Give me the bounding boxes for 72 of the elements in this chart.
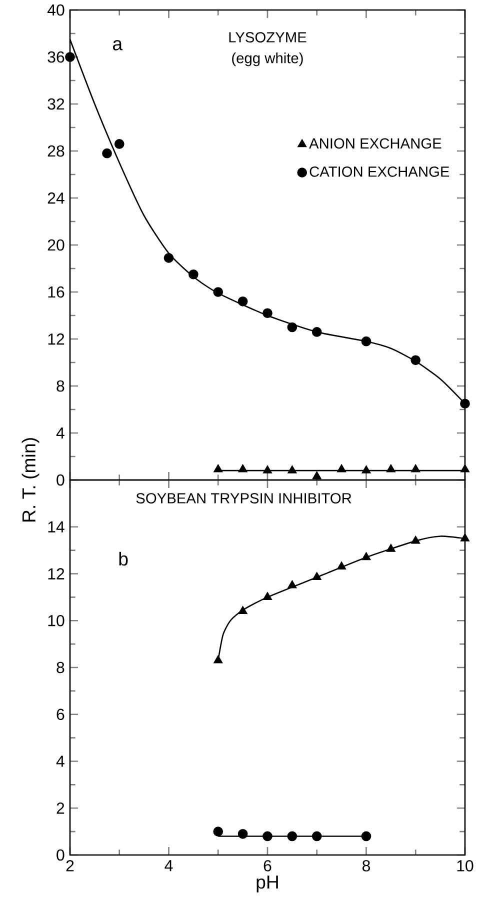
y-axis-title: R. T. (min) [22,438,40,522]
x-tick-label: 4 [164,860,173,872]
point [262,831,272,842]
annotation: b [119,552,128,566]
point [460,464,470,472]
point [362,466,371,474]
point [164,252,174,263]
point [386,544,396,552]
y-tick-label: 6 [56,708,64,720]
annotation: a [112,40,123,50]
y-tick-label: 4 [56,428,64,438]
y-tick-label: 2 [56,802,64,814]
point [386,464,396,472]
y-tick-label: 24 [48,192,64,204]
y-tick-label: 4 [56,756,64,767]
point [214,656,222,664]
y-tick-label: 36 [48,51,64,63]
text: SOYBEAN TRYPSIN INHIBITOR [136,493,352,504]
y-tick-label: 12 [48,568,64,580]
point [213,287,224,297]
y-tick-label: 40 [47,4,64,16]
y-tick-label: 10 [48,614,64,626]
point [312,831,322,842]
point [102,148,112,158]
point [214,464,222,472]
point [263,466,272,474]
point [312,327,322,337]
y-tick-label: 0 [56,849,64,861]
point [65,52,75,62]
point [337,562,346,570]
point [362,552,371,560]
point [361,336,372,346]
point [287,831,298,842]
y-tick-label: 8 [56,380,64,392]
text: (egg white) [232,52,303,66]
point [288,466,297,474]
y-tick-label: 16 [48,286,64,298]
point [361,831,372,842]
point [312,472,322,480]
point [460,534,470,542]
x-tick-label: 8 [362,860,370,872]
point [238,606,248,614]
point [410,355,421,366]
point [263,592,272,600]
point [288,580,297,588]
y-tick-label: 0 [56,474,64,486]
y-tick-label: 8 [56,662,64,674]
y-tick-label: 12 [48,333,64,345]
point [238,296,248,306]
legend-label: CATION EXCHANGE [310,166,450,177]
y-tick-label: 28 [48,145,64,157]
point [460,398,470,409]
legend-label: ANION EXCHANGE [309,138,442,149]
point [262,308,272,318]
text: LYSOZYME [229,32,306,42]
point [238,828,248,839]
point [213,826,224,836]
y-tick-label: 20 [48,239,64,251]
point [312,572,322,580]
x-axis-title: pH [256,876,278,892]
x-tick-label: 6 [264,860,272,872]
point [188,269,198,280]
point [114,139,124,149]
y-tick-label: 14 [48,521,64,532]
x-tick-label: 2 [66,860,74,872]
point [411,536,420,544]
x-tick-label: 10 [457,860,474,872]
point [238,464,248,472]
point [337,464,346,472]
y-tick-label: 32 [48,98,64,110]
point [411,464,420,472]
point [287,322,298,332]
